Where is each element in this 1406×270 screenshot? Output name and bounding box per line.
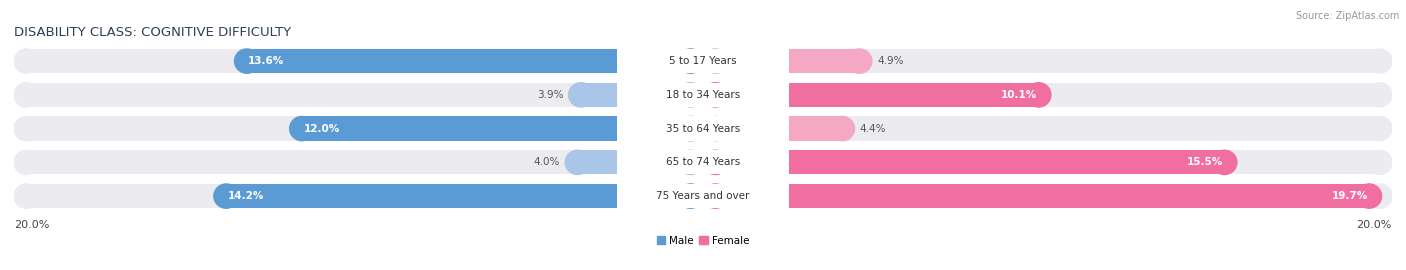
Bar (27, 49, 1379, 73)
Circle shape (14, 116, 39, 141)
Circle shape (703, 49, 728, 73)
Bar (716, 116, 842, 141)
Bar (578, 150, 690, 174)
Circle shape (1212, 150, 1237, 174)
Bar (617, 83, 789, 107)
Text: 35 to 64 Years: 35 to 64 Years (666, 124, 740, 134)
Text: 75 Years and over: 75 Years and over (657, 191, 749, 201)
Bar (581, 83, 690, 107)
Text: 15.5%: 15.5% (1187, 157, 1223, 167)
Circle shape (703, 83, 728, 107)
Circle shape (678, 49, 703, 73)
Circle shape (1367, 184, 1392, 208)
Circle shape (678, 116, 703, 141)
Text: DISABILITY CLASS: COGNITIVE DIFFICULTY: DISABILITY CLASS: COGNITIVE DIFFICULTY (14, 26, 291, 39)
Text: 20.0%: 20.0% (14, 220, 49, 230)
Bar (27, 184, 1379, 208)
Bar (716, 184, 1369, 208)
Circle shape (14, 150, 39, 174)
Text: 10.1%: 10.1% (1001, 90, 1038, 100)
Circle shape (703, 150, 728, 174)
Circle shape (1026, 83, 1050, 107)
Circle shape (14, 184, 39, 208)
Circle shape (678, 83, 703, 107)
Bar (226, 184, 690, 208)
Bar (27, 83, 1379, 107)
Circle shape (214, 184, 239, 208)
Circle shape (1367, 116, 1392, 141)
Circle shape (703, 116, 728, 141)
Bar (716, 49, 859, 73)
Circle shape (14, 83, 39, 107)
Circle shape (568, 83, 593, 107)
Text: Source: ZipAtlas.com: Source: ZipAtlas.com (1295, 11, 1399, 21)
Circle shape (565, 150, 591, 174)
Circle shape (1367, 83, 1392, 107)
Text: 5 to 17 Years: 5 to 17 Years (669, 56, 737, 66)
Legend: Male, Female: Male, Female (652, 232, 754, 250)
Text: 3.9%: 3.9% (537, 90, 564, 100)
Circle shape (678, 184, 703, 208)
Bar (617, 49, 789, 73)
Text: 20.0%: 20.0% (1357, 220, 1392, 230)
Bar (302, 116, 690, 141)
Text: 12.0%: 12.0% (304, 124, 340, 134)
Text: 4.0%: 4.0% (534, 157, 560, 167)
Circle shape (14, 49, 39, 73)
Bar (617, 184, 789, 208)
Text: 13.6%: 13.6% (249, 56, 284, 66)
Circle shape (235, 49, 259, 73)
Bar (247, 49, 690, 73)
Bar (617, 150, 789, 174)
Circle shape (1357, 184, 1382, 208)
Bar (27, 150, 1379, 174)
Text: 19.7%: 19.7% (1331, 191, 1368, 201)
Text: 14.2%: 14.2% (228, 191, 264, 201)
Text: 18 to 34 Years: 18 to 34 Years (666, 90, 740, 100)
Text: 65 to 74 Years: 65 to 74 Years (666, 157, 740, 167)
Bar (27, 116, 1379, 141)
Text: 4.9%: 4.9% (877, 56, 904, 66)
Circle shape (703, 184, 728, 208)
Circle shape (846, 49, 872, 73)
Circle shape (830, 116, 855, 141)
Circle shape (290, 116, 315, 141)
Circle shape (1367, 49, 1392, 73)
Bar (617, 116, 789, 141)
Bar (716, 150, 1225, 174)
Bar (716, 83, 1039, 107)
Text: 4.4%: 4.4% (859, 124, 886, 134)
Circle shape (678, 150, 703, 174)
Circle shape (1367, 150, 1392, 174)
